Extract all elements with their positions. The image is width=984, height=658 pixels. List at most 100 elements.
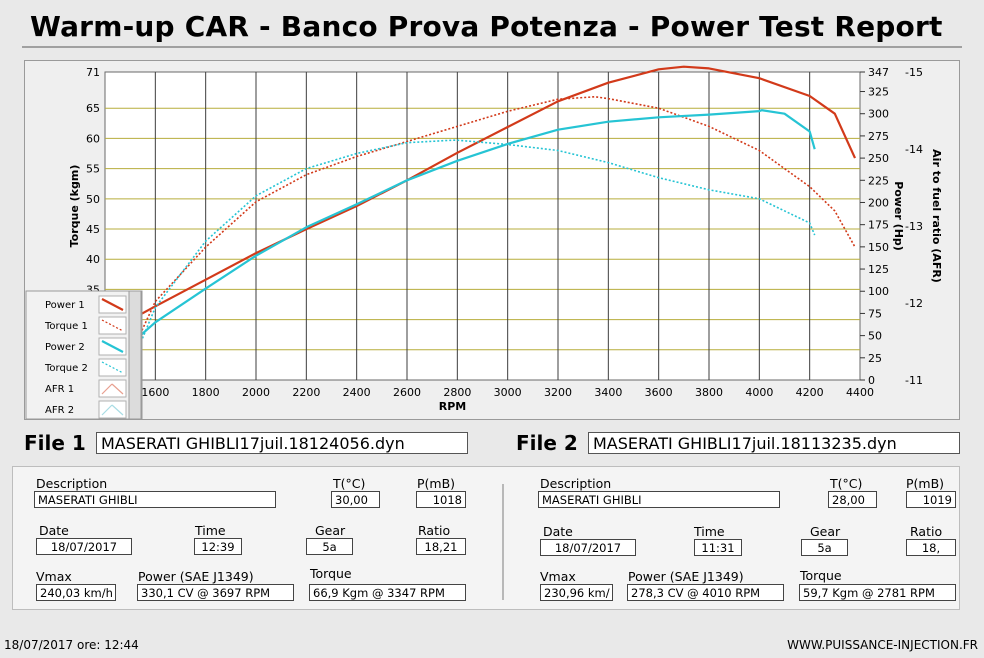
y-left-axis-label: Torque (kgm) (68, 165, 81, 248)
title-divider (22, 46, 962, 48)
y-afr-axis-label: Air to fuel ratio (AFR) (930, 149, 943, 283)
file2-temp-label: T(°C) (830, 476, 863, 491)
legend-label: Power 1 (45, 300, 85, 311)
legend-swatch (111, 404, 124, 416)
x-tick-label: 2600 (393, 386, 421, 399)
file1-time: 12:39 (194, 538, 242, 555)
y-left-tick-label: 55 (86, 163, 100, 176)
x-tick-label: 4000 (745, 386, 773, 399)
details-divider (502, 484, 504, 600)
file2-date: 18/07/2017 (540, 539, 636, 556)
file2-time-label: Time (694, 524, 725, 539)
file1-torque-label: Torque (310, 566, 352, 581)
y-right-tick-label: 325 (868, 86, 889, 99)
series-line-power-1 (104, 65, 857, 335)
series-line-power-2 (129, 109, 816, 346)
legend-label: Torque 1 (44, 321, 88, 332)
file2-ratio: 18, (906, 539, 956, 556)
file2-pressure: 1019 (906, 491, 956, 508)
file2-description: MASERATI GHIBLI (538, 491, 780, 508)
chart-panel: 2025303540455055606571160018002000220024… (24, 60, 960, 420)
footer-date: 18/07/2017 ore: 12:44 (4, 638, 139, 652)
file1-power: 330,1 CV @ 3697 RPM (137, 584, 294, 601)
file2-description-label: Description (540, 476, 612, 491)
file1-description-label: Description (36, 476, 108, 491)
y-left-tick-label: 45 (86, 223, 100, 236)
file1-temp-label: T(°C) (333, 476, 366, 491)
file2-temp: 28,00 (828, 491, 877, 508)
file1-gear-label: Gear (315, 523, 346, 538)
legend-label: Torque 2 (44, 363, 88, 374)
y-right-tick-label: 0 (868, 374, 875, 387)
legend-swatch-box (98, 379, 127, 398)
y-right-tick-label: 150 (868, 241, 889, 254)
y-afr-tick-label: -12 (905, 297, 923, 310)
file1-pressure-label: P(mB) (417, 476, 456, 491)
file1-vmax-label: Vmax (36, 569, 72, 584)
y-left-tick-label: 50 (86, 193, 100, 206)
y-right-tick-label: 25 (868, 352, 882, 365)
file1-torque: 66,9 Kgm @ 3347 RPM (309, 584, 466, 601)
y-right-tick-label: 100 (868, 285, 889, 298)
x-tick-label: 3800 (695, 386, 723, 399)
legend-label: AFR 1 (45, 384, 74, 395)
y-right-tick-label: 347 (868, 66, 889, 79)
x-tick-label: 4200 (796, 386, 824, 399)
x-tick-label: 3000 (494, 386, 522, 399)
file1-time-label: Time (195, 523, 226, 538)
y-right-tick-label: 200 (868, 196, 889, 209)
power-torque-chart: 2025303540455055606571160018002000220024… (25, 65, 943, 420)
x-tick-label: 4400 (846, 386, 874, 399)
file1-filename: MASERATI GHIBLI17juil.18124056.dyn (96, 432, 468, 454)
file2-power: 278,3 CV @ 4010 RPM (627, 584, 784, 601)
file1-label: File 1 (24, 431, 86, 455)
footer-site: WWW.PUISSANCE-INJECTION.FR (787, 638, 978, 652)
x-tick-label: 2400 (343, 386, 371, 399)
y-right-tick-label: 250 (868, 152, 889, 165)
y-left-tick-label: 71 (86, 66, 100, 79)
legend-swatch (101, 404, 113, 416)
file1-vmax: 240,03 km/h (36, 584, 116, 601)
file2-filename: MASERATI GHIBLI17juil.18113235.dyn (588, 432, 960, 454)
legend-swatch (111, 383, 124, 395)
y-left-tick-label: 40 (86, 253, 100, 266)
legend-scrollbar (128, 290, 142, 420)
y-afr-tick-label: -13 (905, 220, 923, 233)
file1-date: 18/07/2017 (36, 538, 132, 555)
legend-swatch (101, 383, 113, 395)
file1-power-label: Power (SAE J1349) (138, 569, 254, 584)
x-tick-label: 2000 (242, 386, 270, 399)
legend-swatch (101, 340, 124, 353)
x-tick-label: 1600 (141, 386, 169, 399)
file1-pressure: 1018 (416, 491, 466, 508)
file2-power-label: Power (SAE J1349) (628, 569, 744, 584)
legend-label: Power 2 (45, 342, 85, 353)
y-afr-tick-label: -14 (905, 143, 923, 156)
y-right-tick-label: 50 (868, 330, 882, 343)
y-right-tick-label: 275 (868, 130, 889, 143)
y-right-tick-label: 125 (868, 263, 889, 276)
y-right-tick-label: 300 (868, 108, 889, 121)
file1-ratio-label: Ratio (418, 523, 451, 538)
file1-date-label: Date (39, 523, 69, 538)
x-tick-label: 1800 (192, 386, 220, 399)
report-title: Warm-up CAR - Banco Prova Potenza - Powe… (30, 10, 943, 43)
y-right-tick-label: 75 (868, 307, 882, 320)
file2-label: File 2 (516, 431, 578, 455)
y-right-tick-label: 175 (868, 219, 889, 232)
x-tick-label: 2200 (292, 386, 320, 399)
x-tick-label: 3600 (645, 386, 673, 399)
x-tick-label: 2800 (443, 386, 471, 399)
file2-vmax-label: Vmax (540, 569, 576, 584)
y-left-tick-label: 65 (86, 102, 100, 115)
file2-torque: 59,7 Kgm @ 2781 RPM (799, 584, 956, 601)
file2-pressure-label: P(mB) (906, 476, 945, 491)
y-afr-tick-label: -11 (905, 374, 923, 387)
legend-swatch-box (98, 358, 127, 377)
y-right-axis-label: Power (Hp) (892, 181, 905, 251)
x-tick-label: 3400 (594, 386, 622, 399)
y-right-tick-label: 225 (868, 174, 889, 187)
file1-description: MASERATI GHIBLI (34, 491, 276, 508)
file2-torque-label: Torque (800, 568, 842, 583)
legend-swatch-box (98, 316, 127, 335)
